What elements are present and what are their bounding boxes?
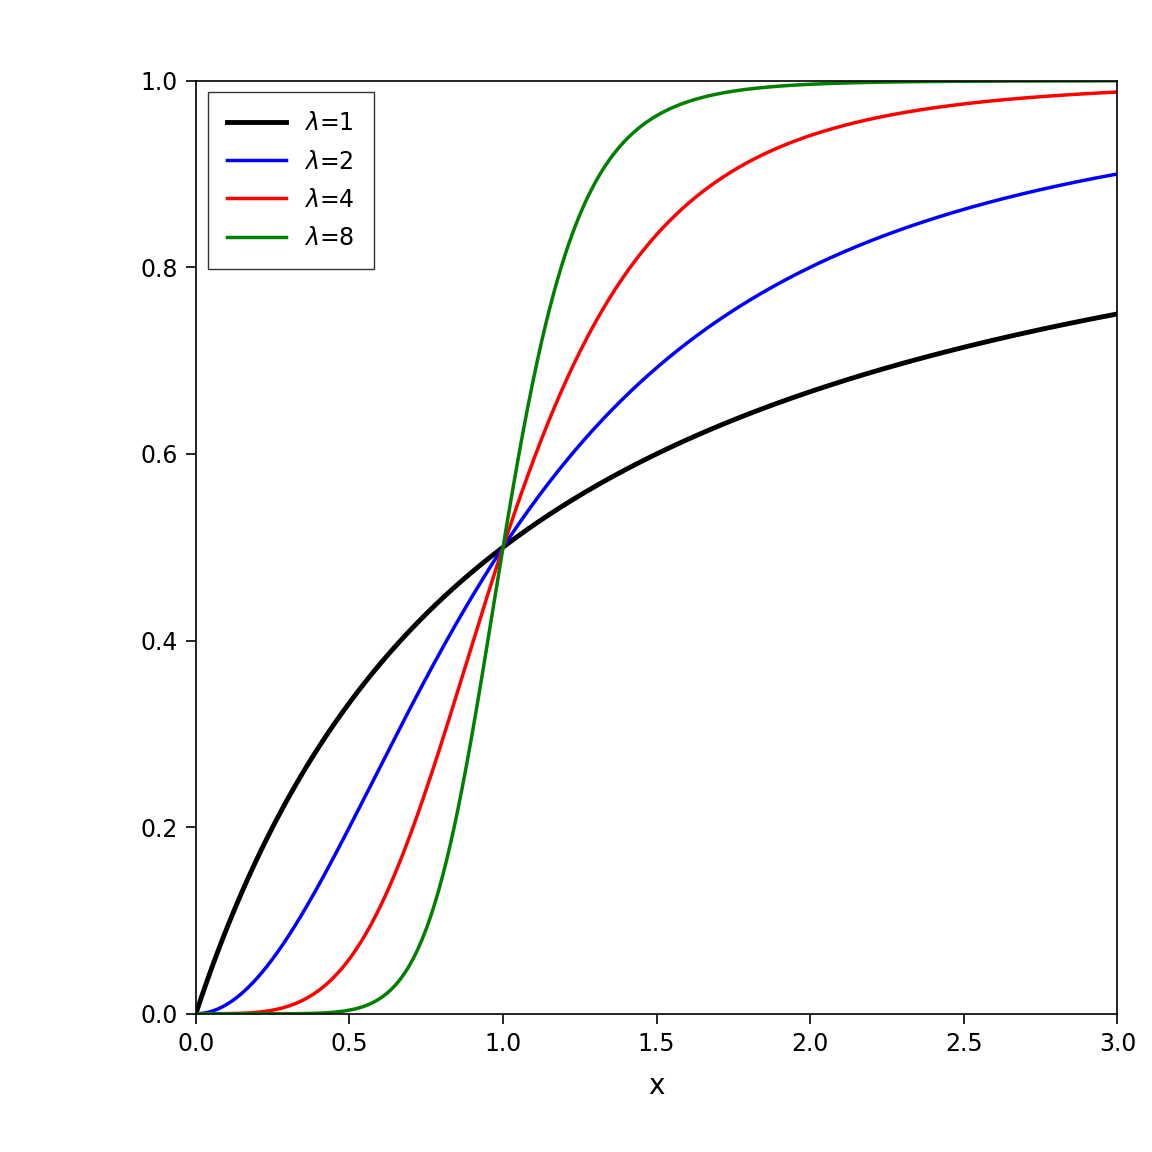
$\lambda$=1: [821, 379, 835, 393]
$\lambda$=8: [189, 1007, 203, 1021]
$\lambda$=8: [1111, 74, 1124, 88]
$\lambda$=4: [924, 101, 938, 115]
Line: $\lambda$=2: $\lambda$=2: [196, 174, 1117, 1014]
$\lambda$=1: [562, 495, 576, 509]
$\lambda$=8: [283, 1007, 297, 1021]
$\lambda$=1: [1111, 306, 1124, 320]
$\lambda$=4: [189, 1007, 203, 1021]
$\lambda$=2: [283, 927, 297, 941]
$\lambda$=1: [189, 1007, 203, 1021]
$\lambda$=4: [562, 369, 576, 382]
Line: $\lambda$=1: $\lambda$=1: [196, 313, 1117, 1014]
$\lambda$=8: [908, 75, 922, 89]
$\lambda$=8: [924, 75, 938, 89]
$\lambda$=4: [908, 104, 922, 118]
$\lambda$=4: [1111, 85, 1124, 99]
$\lambda$=2: [908, 218, 922, 232]
$\lambda$=2: [189, 1007, 203, 1021]
Line: $\lambda$=8: $\lambda$=8: [196, 81, 1117, 1014]
$\lambda$=4: [283, 999, 297, 1013]
$\lambda$=2: [924, 212, 938, 226]
Line: $\lambda$=4: $\lambda$=4: [196, 92, 1117, 1014]
$\lambda$=1: [283, 788, 297, 802]
X-axis label: x: x: [649, 1073, 665, 1100]
$\lambda$=1: [594, 476, 608, 490]
$\lambda$=1: [908, 354, 922, 367]
$\lambda$=2: [821, 251, 835, 265]
$\lambda$=8: [594, 165, 608, 179]
$\lambda$=2: [1111, 167, 1124, 181]
$\lambda$=2: [594, 414, 608, 427]
$\lambda$=8: [821, 76, 835, 90]
$\lambda$=2: [562, 452, 576, 465]
$\lambda$=8: [562, 237, 576, 251]
$\lambda$=4: [594, 304, 608, 318]
$\lambda$=1: [924, 349, 938, 363]
$\lambda$=4: [821, 123, 835, 137]
Legend: $\lambda$=1, $\lambda$=2, $\lambda$=4, $\lambda$=8: $\lambda$=1, $\lambda$=2, $\lambda$=4, $…: [207, 92, 373, 268]
